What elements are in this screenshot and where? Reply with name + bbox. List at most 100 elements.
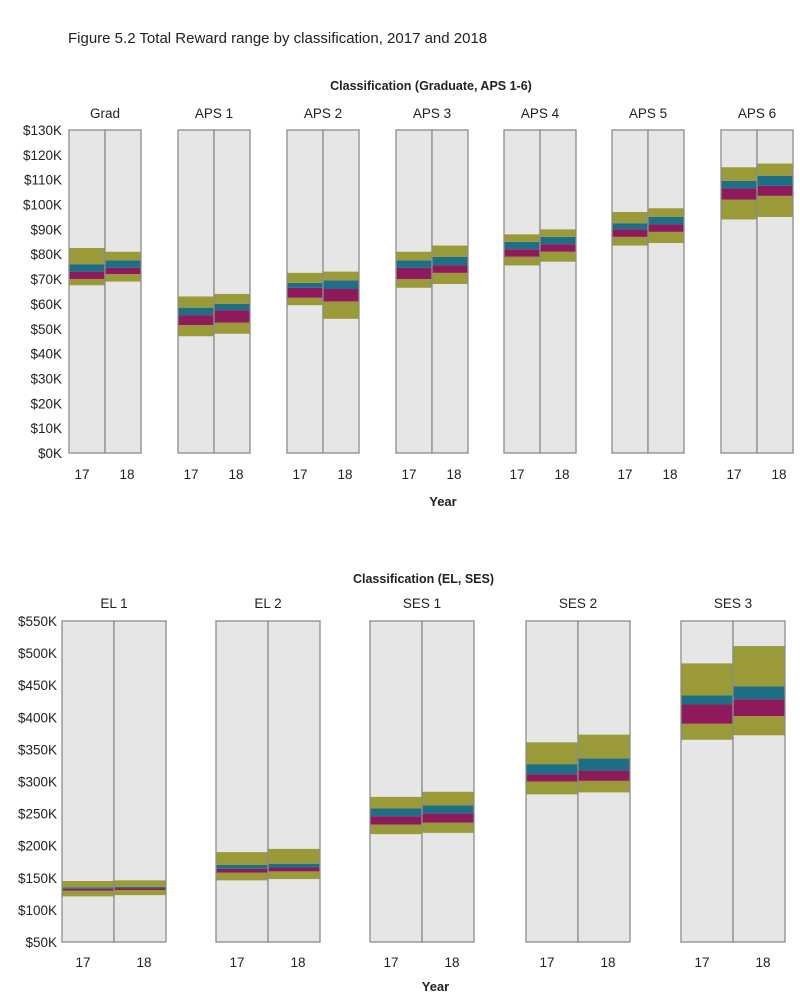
year-tick-label: 18 (290, 955, 305, 970)
category-label: APS 1 (195, 106, 233, 121)
band-median-p75 (422, 805, 474, 814)
band-p75-max (287, 272, 323, 283)
band-min-p25 (62, 890, 114, 897)
year-tick-label: 17 (694, 955, 709, 970)
band-p75-max (323, 271, 359, 281)
y-tick-label: $0K (38, 446, 62, 461)
year-tick-label: 17 (74, 467, 89, 482)
column-bg (69, 130, 105, 453)
category-label: EL 1 (100, 596, 127, 611)
band-min-p25 (432, 272, 468, 285)
band-median-p75 (105, 260, 141, 268)
band-p25-median (540, 244, 576, 252)
column-bg (105, 130, 141, 453)
band-p75-max (648, 208, 684, 217)
figure-title: Figure 5.2 Total Reward range by classif… (68, 30, 488, 47)
band-p25-median (105, 267, 141, 275)
band-p25-median (287, 287, 323, 298)
band-min-p25 (69, 279, 105, 286)
chart-title: Classification (EL, SES) (353, 572, 494, 586)
column-bg (612, 130, 648, 453)
band-min-p25 (612, 236, 648, 246)
band-median-p75 (578, 758, 630, 771)
year-tick-label: 17 (75, 955, 90, 970)
band-p75-max (69, 248, 105, 265)
y-tick-label: $150K (18, 871, 57, 886)
band-median-p75 (681, 695, 733, 705)
column-border (421, 620, 475, 943)
band-p25-median (216, 868, 268, 873)
band-p25-median (432, 265, 468, 273)
band-min-p25 (396, 279, 432, 288)
band-median-p75 (612, 223, 648, 230)
band-p75-max (422, 791, 474, 806)
band-median-p75 (268, 863, 320, 868)
band-median-p75 (287, 282, 323, 288)
band-min-p25 (287, 297, 323, 306)
y-tick-label: $60K (30, 297, 62, 312)
band-p75-max (721, 167, 757, 181)
band-p25-median (268, 867, 320, 872)
band-p75-max (396, 251, 432, 261)
band-min-p25 (721, 199, 757, 220)
column-border (322, 129, 360, 454)
column-bg (540, 130, 576, 453)
band-min-p25 (422, 822, 474, 833)
band-median-p75 (504, 241, 540, 250)
column-bg (648, 130, 684, 453)
year-tick-label: 17 (726, 467, 741, 482)
band-p25-median (648, 224, 684, 232)
chart-title: Classification (Graduate, APS 1-6) (330, 79, 532, 93)
y-tick-label: $500K (18, 646, 57, 661)
band-min-p25 (105, 274, 141, 282)
band-p25-median (62, 888, 114, 891)
y-tick-label: $90K (30, 222, 62, 237)
year-tick-label: 17 (183, 467, 198, 482)
band-p25-median (178, 315, 214, 326)
y-tick-label: $70K (30, 272, 62, 287)
category-label: Grad (90, 106, 120, 121)
category-label: SES 2 (559, 596, 597, 611)
band-p75-max (733, 646, 785, 687)
y-tick-label: $250K (18, 807, 57, 822)
category-label: APS 2 (304, 106, 342, 121)
column-border (539, 129, 577, 454)
band-p25-median (370, 816, 422, 825)
band-min-p25 (504, 256, 540, 266)
column-bg (504, 130, 540, 453)
column-bg (268, 621, 320, 942)
band-min-p25 (323, 301, 359, 319)
band-p75-max (268, 848, 320, 864)
category-label: SES 1 (403, 596, 441, 611)
y-tick-label: $80K (30, 247, 62, 262)
band-min-p25 (578, 780, 630, 793)
band-p25-median (69, 271, 105, 280)
band-p75-max (526, 742, 578, 765)
column-border (577, 620, 631, 943)
band-min-p25 (757, 195, 793, 217)
year-tick-label: 18 (446, 467, 461, 482)
band-median-p75 (216, 864, 268, 869)
y-tick-label: $50K (30, 322, 62, 337)
column-bg (216, 621, 268, 942)
band-p75-max (114, 880, 166, 887)
year-tick-label: 18 (755, 955, 770, 970)
band-median-p75 (648, 216, 684, 225)
band-p25-median (733, 699, 785, 717)
band-p75-max (432, 245, 468, 257)
band-min-p25 (268, 871, 320, 880)
band-p75-max (757, 163, 793, 176)
year-tick-label: 17 (229, 955, 244, 970)
band-min-p25 (178, 325, 214, 337)
y-tick-label: $30K (30, 371, 62, 386)
band-median-p75 (62, 887, 114, 889)
column-border (431, 129, 469, 454)
y-tick-label: $550K (18, 614, 57, 629)
band-min-p25 (214, 322, 250, 334)
year-tick-label: 17 (539, 955, 554, 970)
column-border (756, 129, 794, 454)
band-min-p25 (370, 824, 422, 835)
category-label: APS 3 (413, 106, 451, 121)
column-bg (178, 130, 214, 453)
